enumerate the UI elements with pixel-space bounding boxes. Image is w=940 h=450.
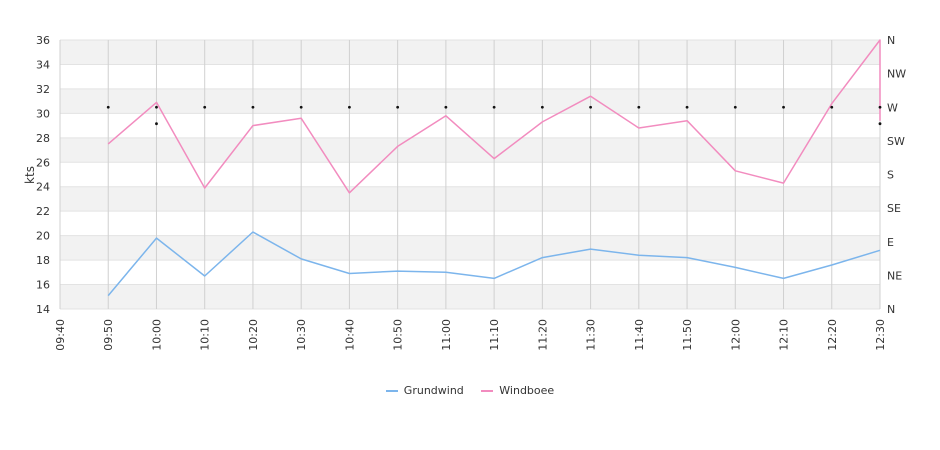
direction-tick-label: SE — [887, 202, 901, 215]
x-tick-label: 10:10 — [199, 319, 212, 351]
direction-marker — [444, 105, 448, 109]
direction-marker — [540, 105, 544, 109]
direction-tick-label: E — [887, 236, 894, 249]
y-tick-label: 22 — [36, 205, 50, 218]
direction-markers — [106, 105, 882, 126]
legend-swatch-windboee — [481, 390, 494, 392]
direction-tick-label: N — [887, 34, 895, 47]
direction-marker — [637, 105, 641, 109]
direction-tick-label: N — [887, 303, 895, 316]
x-tick-label: 11:20 — [536, 319, 549, 351]
vertical-gridlines — [59, 40, 881, 309]
plot-band — [60, 88, 880, 114]
x-tick-label: 12:00 — [729, 319, 742, 351]
y-tick-label: 18 — [36, 254, 50, 267]
y-tick-label: 32 — [36, 83, 50, 96]
x-tick-label: 09:50 — [102, 319, 115, 351]
y-tick-label: 34 — [36, 58, 50, 71]
direction-tick-label: NE — [887, 269, 902, 282]
y-tick-label: 20 — [36, 230, 50, 243]
x-tick-label: 10:20 — [247, 319, 260, 351]
y-tick-label: 26 — [36, 156, 50, 169]
x-tick-label: 12:10 — [778, 319, 791, 351]
y-tick-label: 36 — [36, 34, 50, 47]
y-tick-label: 14 — [36, 303, 50, 316]
legend: Grundwind Windboee — [0, 384, 940, 397]
legend-label-windboee: Windboee — [499, 384, 555, 397]
y-tick-label: 24 — [36, 181, 50, 194]
direction-marker — [396, 105, 400, 109]
x-tick-label: 11:30 — [585, 319, 598, 351]
direction-marker — [155, 105, 158, 109]
direction-marker — [878, 122, 882, 126]
series-lines — [107, 39, 881, 297]
x-tick-label: 11:50 — [681, 319, 694, 351]
legend-label-grundwind: Grundwind — [403, 384, 464, 397]
y-tick-label: 16 — [36, 279, 50, 292]
direction-marker — [830, 105, 834, 109]
direction-tick-label: NW — [887, 68, 906, 81]
legend-item-windboee[interactable]: Windboee — [481, 384, 554, 397]
direction-marker — [685, 105, 689, 109]
direction-axis-ticks: N NE E SE S SW W NW N — [887, 34, 906, 316]
direction-marker — [348, 105, 351, 109]
direction-tick-label: S — [887, 169, 894, 182]
horizontal-gridlines — [60, 39, 880, 310]
x-tick-label: 10:00 — [150, 319, 163, 351]
x-tick-label: 11:40 — [633, 319, 646, 351]
direction-marker — [155, 122, 158, 126]
x-tick-label: 12:20 — [826, 319, 839, 351]
series-line-windboee — [107, 39, 881, 194]
x-tick-label: 09:40 — [54, 319, 67, 351]
direction-marker — [299, 105, 303, 109]
plot-band — [60, 235, 880, 261]
x-tick-label: 10:40 — [343, 319, 356, 351]
plot-band — [60, 40, 880, 65]
direction-tick-label: SW — [887, 135, 905, 148]
x-tick-label: 11:10 — [488, 319, 501, 351]
series-line-grundwind — [107, 231, 881, 297]
x-tick-label: 11:00 — [440, 319, 453, 351]
plot-band — [60, 137, 880, 163]
y-axis-ticks: 14 16 18 20 22 24 26 28 30 32 34 36 — [36, 34, 50, 316]
direction-marker — [782, 105, 785, 109]
plot-band — [60, 186, 880, 212]
y-axis-label: kts — [23, 166, 37, 184]
direction-marker — [492, 105, 496, 109]
direction-marker — [251, 105, 255, 109]
legend-item-grundwind[interactable]: Grundwind — [385, 384, 464, 397]
plot-bands — [60, 40, 880, 309]
x-tick-label: 10:50 — [392, 319, 405, 351]
direction-marker — [878, 105, 882, 109]
y-tick-label: 30 — [36, 107, 50, 120]
direction-marker — [589, 105, 592, 109]
plot-band — [60, 284, 880, 309]
direction-marker — [106, 105, 110, 109]
x-tick-label: 12:30 — [874, 319, 887, 351]
y-tick-label: 28 — [36, 132, 50, 145]
x-tick-label: 10:30 — [295, 319, 308, 351]
direction-marker — [203, 105, 207, 109]
direction-marker — [733, 105, 737, 109]
legend-swatch-grundwind — [385, 390, 398, 392]
x-axis-ticks: 09:40 09:50 10:00 10:10 10:20 10:30 10:40 10:50… — [54, 319, 887, 351]
direction-tick-label: W — [887, 101, 898, 114]
